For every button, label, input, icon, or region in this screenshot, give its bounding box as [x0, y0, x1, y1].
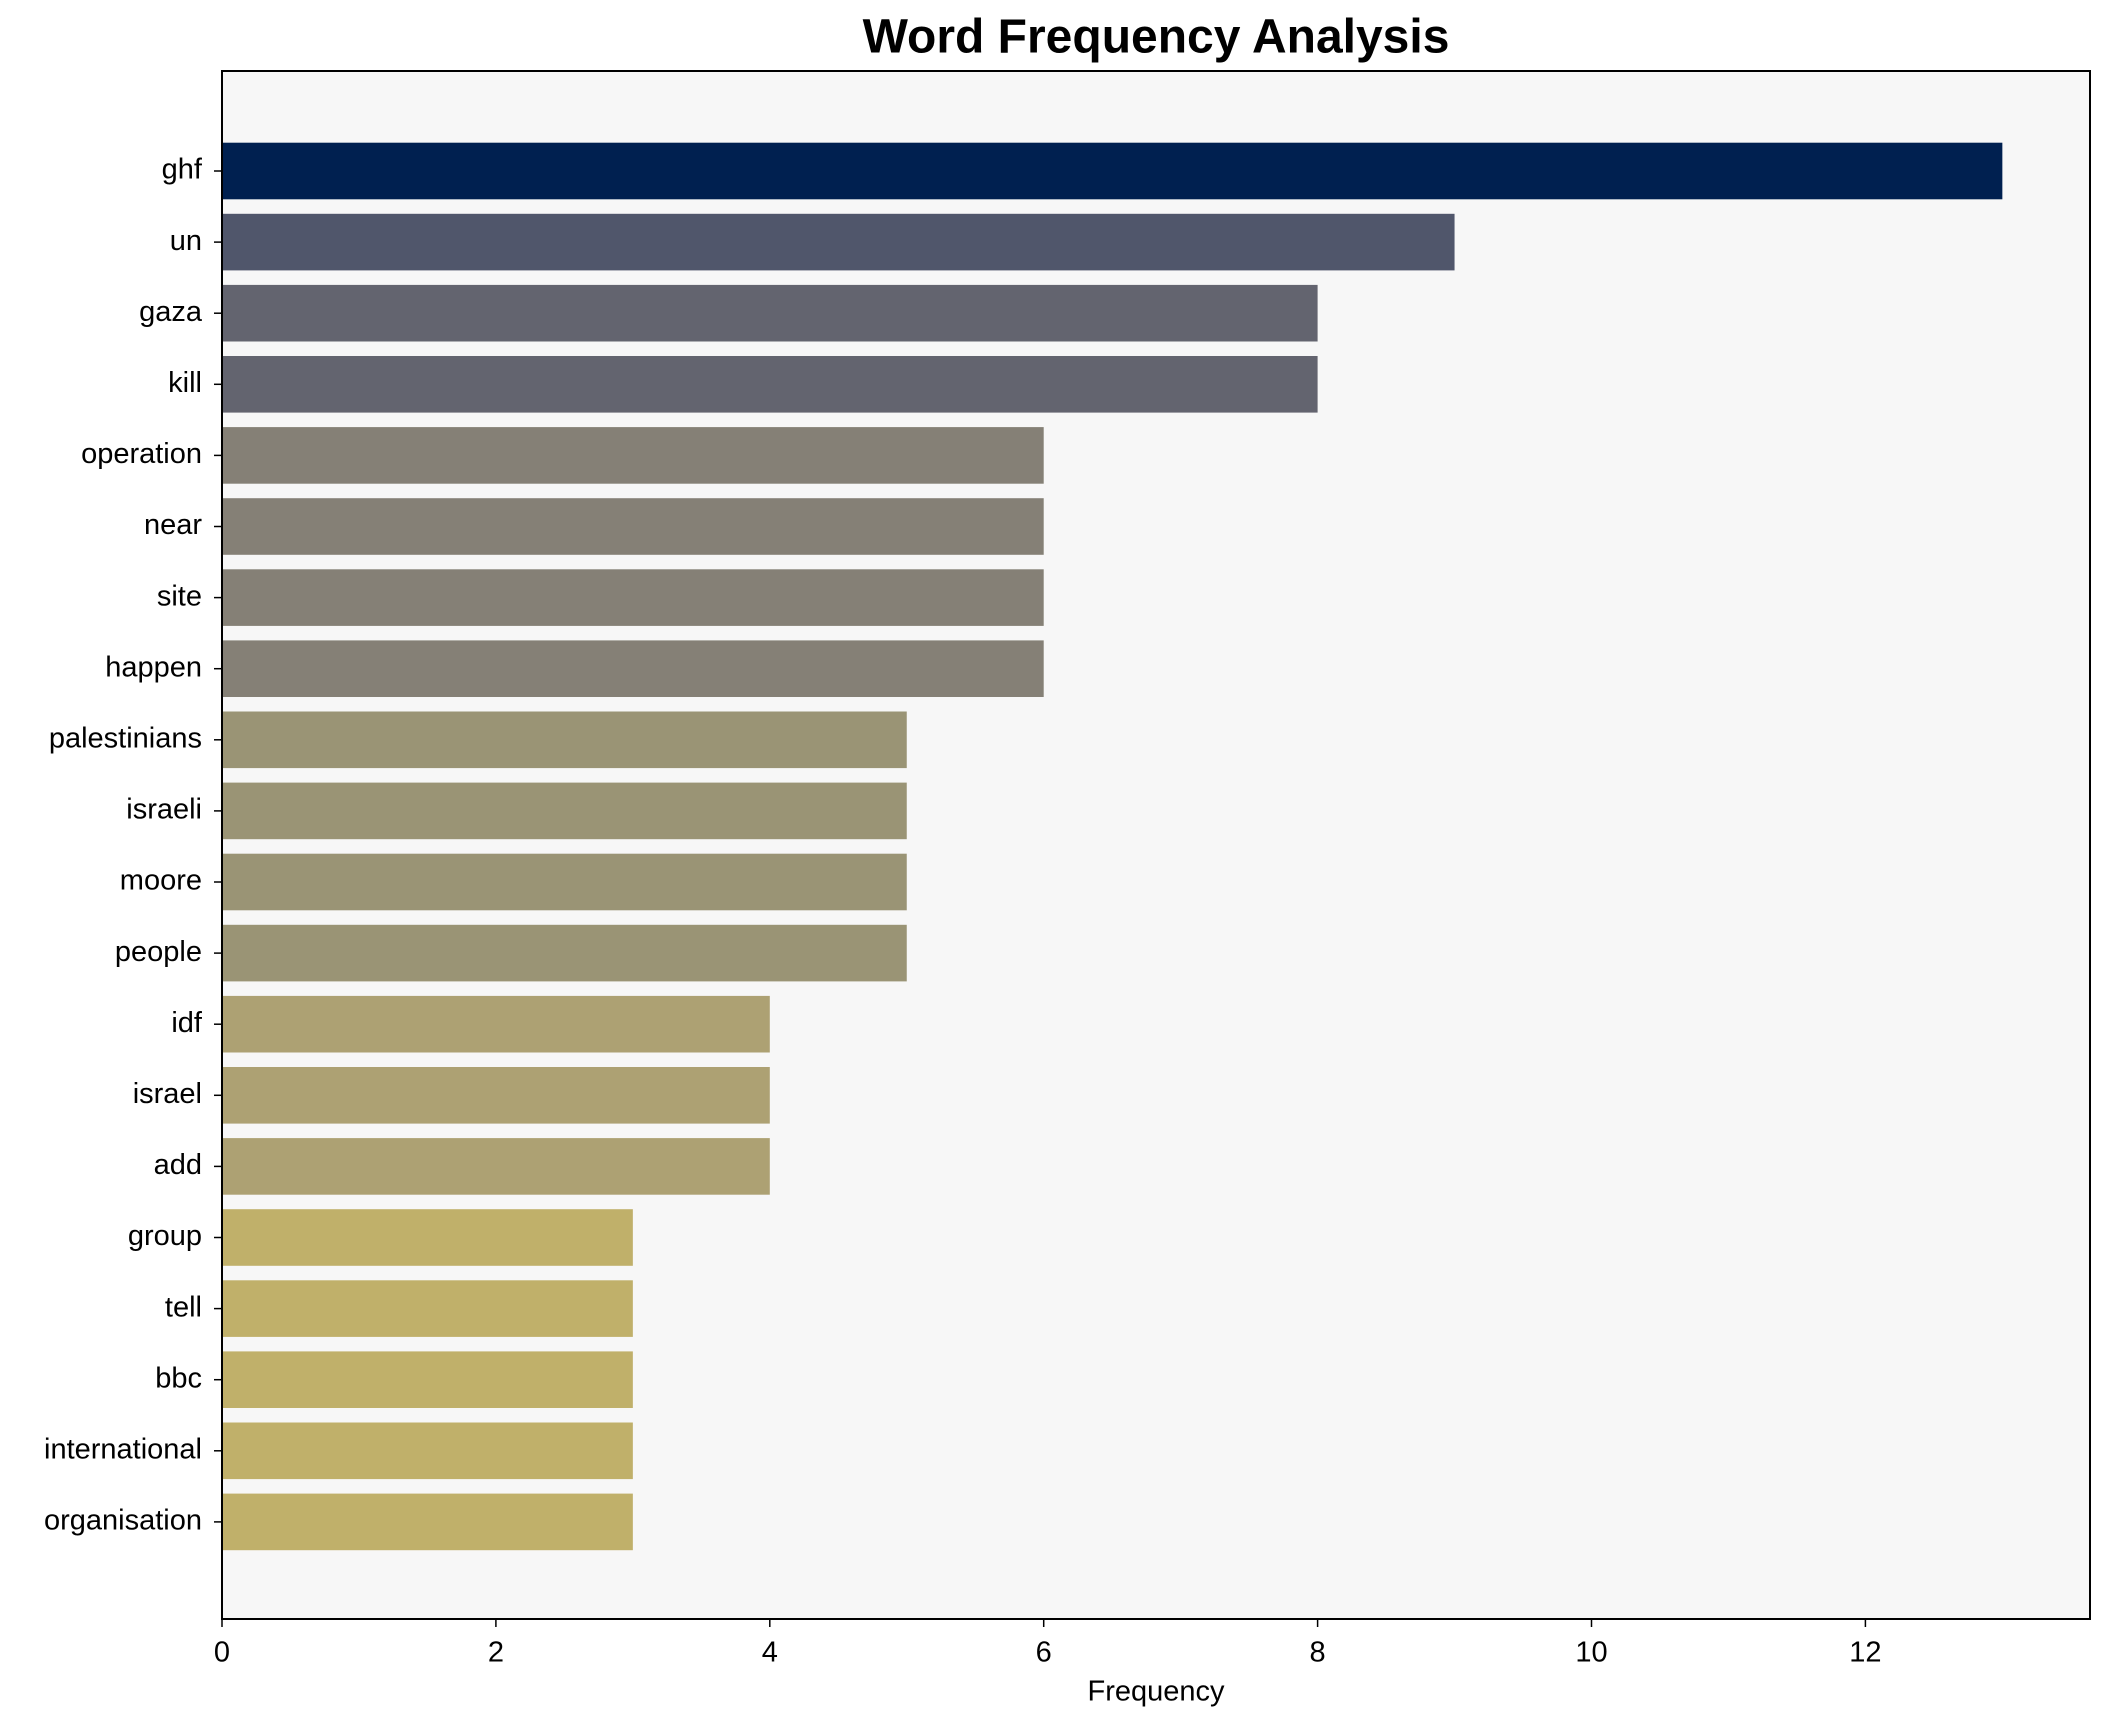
- y-tick-label: moore: [120, 865, 202, 897]
- bar: [222, 356, 1318, 413]
- bar: [222, 924, 907, 982]
- y-tick-label: un: [170, 225, 202, 257]
- y-tick-label: add: [154, 1149, 202, 1181]
- bar: [222, 782, 907, 840]
- y-tick-label: international: [44, 1433, 202, 1465]
- y-tick-label: israel: [133, 1078, 202, 1110]
- y-tick-label: bbc: [155, 1362, 202, 1394]
- bar: [222, 213, 1455, 271]
- x-axis-label: Frequency: [1087, 1676, 1225, 1708]
- x-tick-label: 8: [1310, 1637, 1326, 1669]
- y-tick-label: near: [144, 509, 202, 541]
- bar: [222, 640, 1044, 697]
- y-tick-label: israeli: [126, 794, 202, 826]
- bar: [222, 1351, 633, 1408]
- bar: [222, 1422, 633, 1480]
- y-tick-label: happen: [105, 651, 202, 683]
- bar: [222, 1280, 633, 1337]
- bar: [222, 427, 1044, 484]
- bar: [222, 1067, 770, 1124]
- bar: [222, 284, 1318, 342]
- x-tick-label: 4: [762, 1637, 778, 1669]
- bar: [222, 1209, 633, 1266]
- bar: [222, 142, 2003, 200]
- y-tick-label: gaza: [139, 296, 203, 328]
- y-tick-label: idf: [171, 1007, 203, 1039]
- bar: [222, 995, 770, 1053]
- y-tick-label: group: [128, 1220, 202, 1252]
- x-tick-label: 0: [214, 1637, 230, 1669]
- y-tick-label: ghf: [162, 154, 203, 186]
- y-tick-label: palestinians: [49, 722, 202, 754]
- bar: [222, 1493, 633, 1551]
- y-tick-label: kill: [168, 367, 202, 399]
- y-tick-label: tell: [165, 1291, 202, 1323]
- y-tick-label: operation: [81, 438, 202, 470]
- y-tick-label: people: [115, 936, 202, 968]
- x-tick-label: 10: [1575, 1637, 1607, 1669]
- x-tick-label: 12: [1849, 1637, 1881, 1669]
- y-tick-label: organisation: [44, 1505, 202, 1537]
- bar: [222, 498, 1044, 555]
- bar: [222, 853, 907, 911]
- y-tick-label: site: [157, 580, 202, 612]
- x-tick-label: 6: [1036, 1637, 1052, 1669]
- bar: [222, 569, 1044, 626]
- x-tick-label: 2: [488, 1637, 504, 1669]
- bar: [222, 711, 907, 769]
- plot-frame: [221, 70, 2091, 1620]
- bar: [222, 1138, 770, 1195]
- chart-title: Word Frequency Analysis: [863, 11, 1450, 64]
